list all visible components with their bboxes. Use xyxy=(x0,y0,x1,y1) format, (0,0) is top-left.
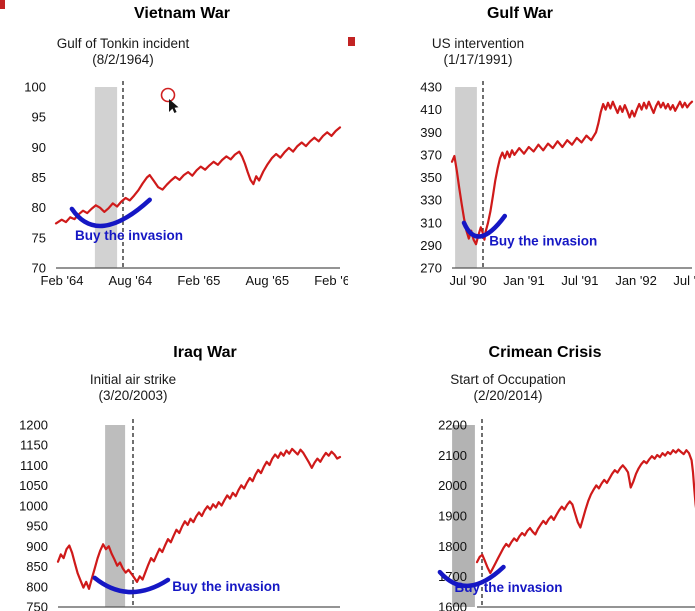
svg-text:310: 310 xyxy=(420,215,442,230)
svg-text:430: 430 xyxy=(420,80,442,95)
svg-text:850: 850 xyxy=(26,559,48,574)
svg-text:1050: 1050 xyxy=(19,478,48,493)
chart-title: Iraq War xyxy=(173,344,237,361)
gulf-plot: 430 410 390 370 350 330 310 290 270 Jul '90 Jan '9… xyxy=(420,80,695,289)
svg-text:800: 800 xyxy=(26,579,48,594)
chart-panel-vietnam: Vietnam War Gulf of Tonkin incident (8/2… xyxy=(0,0,348,300)
svg-text:410: 410 xyxy=(420,102,442,117)
svg-text:95: 95 xyxy=(32,110,46,125)
svg-text:Buy the invasion: Buy the invasion xyxy=(455,580,563,595)
svg-text:Jan '91: Jan '91 xyxy=(503,273,545,288)
svg-text:900: 900 xyxy=(26,539,48,554)
event-label-line1: Initial air strike xyxy=(89,372,177,387)
svg-text:Feb '66: Feb '66 xyxy=(314,273,348,288)
event-label: Initial air strike (3/20/2003) xyxy=(90,372,176,404)
svg-text:370: 370 xyxy=(420,147,442,162)
svg-text:Aug '65: Aug '65 xyxy=(245,273,289,288)
svg-text:Buy the invasion: Buy the invasion xyxy=(489,233,597,248)
event-label-line1: US intervention xyxy=(431,36,525,51)
event-label-line1: Start of Occupation xyxy=(450,372,566,387)
svg-text:Aug '64: Aug '64 xyxy=(109,273,153,288)
svg-text:1600: 1600 xyxy=(438,600,467,611)
svg-text:1900: 1900 xyxy=(438,509,467,524)
svg-text:85: 85 xyxy=(32,170,46,185)
svg-text:Jul '92: Jul '92 xyxy=(673,273,695,288)
red-artifact xyxy=(0,0,5,9)
chart-panel-gulf: Gulf War US intervention (1/17/1991) 430… xyxy=(347,0,695,300)
chart-title: Vietnam War xyxy=(133,5,231,22)
svg-text:Feb '65: Feb '65 xyxy=(177,273,220,288)
svg-text:1150: 1150 xyxy=(20,438,48,453)
svg-text:90: 90 xyxy=(32,140,46,155)
svg-text:Buy the invasion: Buy the invasion xyxy=(172,579,280,594)
svg-text:1200: 1200 xyxy=(19,418,48,433)
svg-text:390: 390 xyxy=(420,125,442,140)
click-highlight-icon xyxy=(160,87,176,103)
svg-text:270: 270 xyxy=(420,261,442,276)
svg-text:Jul '90: Jul '90 xyxy=(450,273,487,288)
event-label-line2: (8/2/1964) xyxy=(92,52,154,67)
iraq-plot: 1200 1150 1100 1050 1000 950 900 850 800 750 Buy t… xyxy=(19,418,342,611)
svg-text:Buy the invasion: Buy the invasion xyxy=(75,228,183,243)
svg-text:750: 750 xyxy=(26,600,48,611)
svg-text:2100: 2100 xyxy=(438,448,467,463)
svg-text:1000: 1000 xyxy=(19,498,48,513)
event-label-line2: (1/17/1991) xyxy=(443,52,513,67)
svg-text:290: 290 xyxy=(420,238,442,253)
svg-text:70: 70 xyxy=(32,261,46,276)
svg-text:350: 350 xyxy=(420,170,442,185)
chart-panel-iraq: Iraq War Initial air strike (3/20/2003) … xyxy=(0,338,348,611)
mouse-cursor xyxy=(159,86,183,121)
event-label: US intervention (1/17/1991) xyxy=(432,36,524,68)
svg-text:Jan '92: Jan '92 xyxy=(615,273,657,288)
event-label: Start of Occupation (2/20/2014) xyxy=(450,372,566,404)
chart-title: Gulf War xyxy=(486,5,554,22)
svg-text:1700: 1700 xyxy=(438,569,467,584)
event-label-line2: (2/20/2014) xyxy=(473,388,543,403)
red-artifact xyxy=(348,37,355,46)
svg-text:75: 75 xyxy=(32,230,46,245)
chart-panel-crimea: Crimean Crisis Start of Occupation (2/20… xyxy=(347,338,695,611)
svg-text:Feb '64: Feb '64 xyxy=(41,273,84,288)
svg-text:100: 100 xyxy=(24,80,46,95)
svg-text:950: 950 xyxy=(26,519,48,534)
svg-text:80: 80 xyxy=(32,200,46,215)
event-label-line1: Gulf of Tonkin incident xyxy=(56,36,190,51)
svg-text:1800: 1800 xyxy=(438,539,467,554)
pointer-arrow-icon xyxy=(169,99,179,113)
svg-text:2000: 2000 xyxy=(438,478,467,493)
event-label-line2: (3/20/2003) xyxy=(98,388,168,403)
svg-text:330: 330 xyxy=(420,193,442,208)
event-label: Gulf of Tonkin incident (8/2/1964) xyxy=(57,36,190,68)
svg-text:1100: 1100 xyxy=(20,458,48,473)
chart-title: Crimean Crisis xyxy=(488,344,602,361)
crimea-plot: 2200 2100 2000 1900 1800 1700 1600 Buy the inva… xyxy=(437,418,695,611)
svg-text:Jul '91: Jul '91 xyxy=(561,273,598,288)
svg-text:2200: 2200 xyxy=(438,418,467,433)
